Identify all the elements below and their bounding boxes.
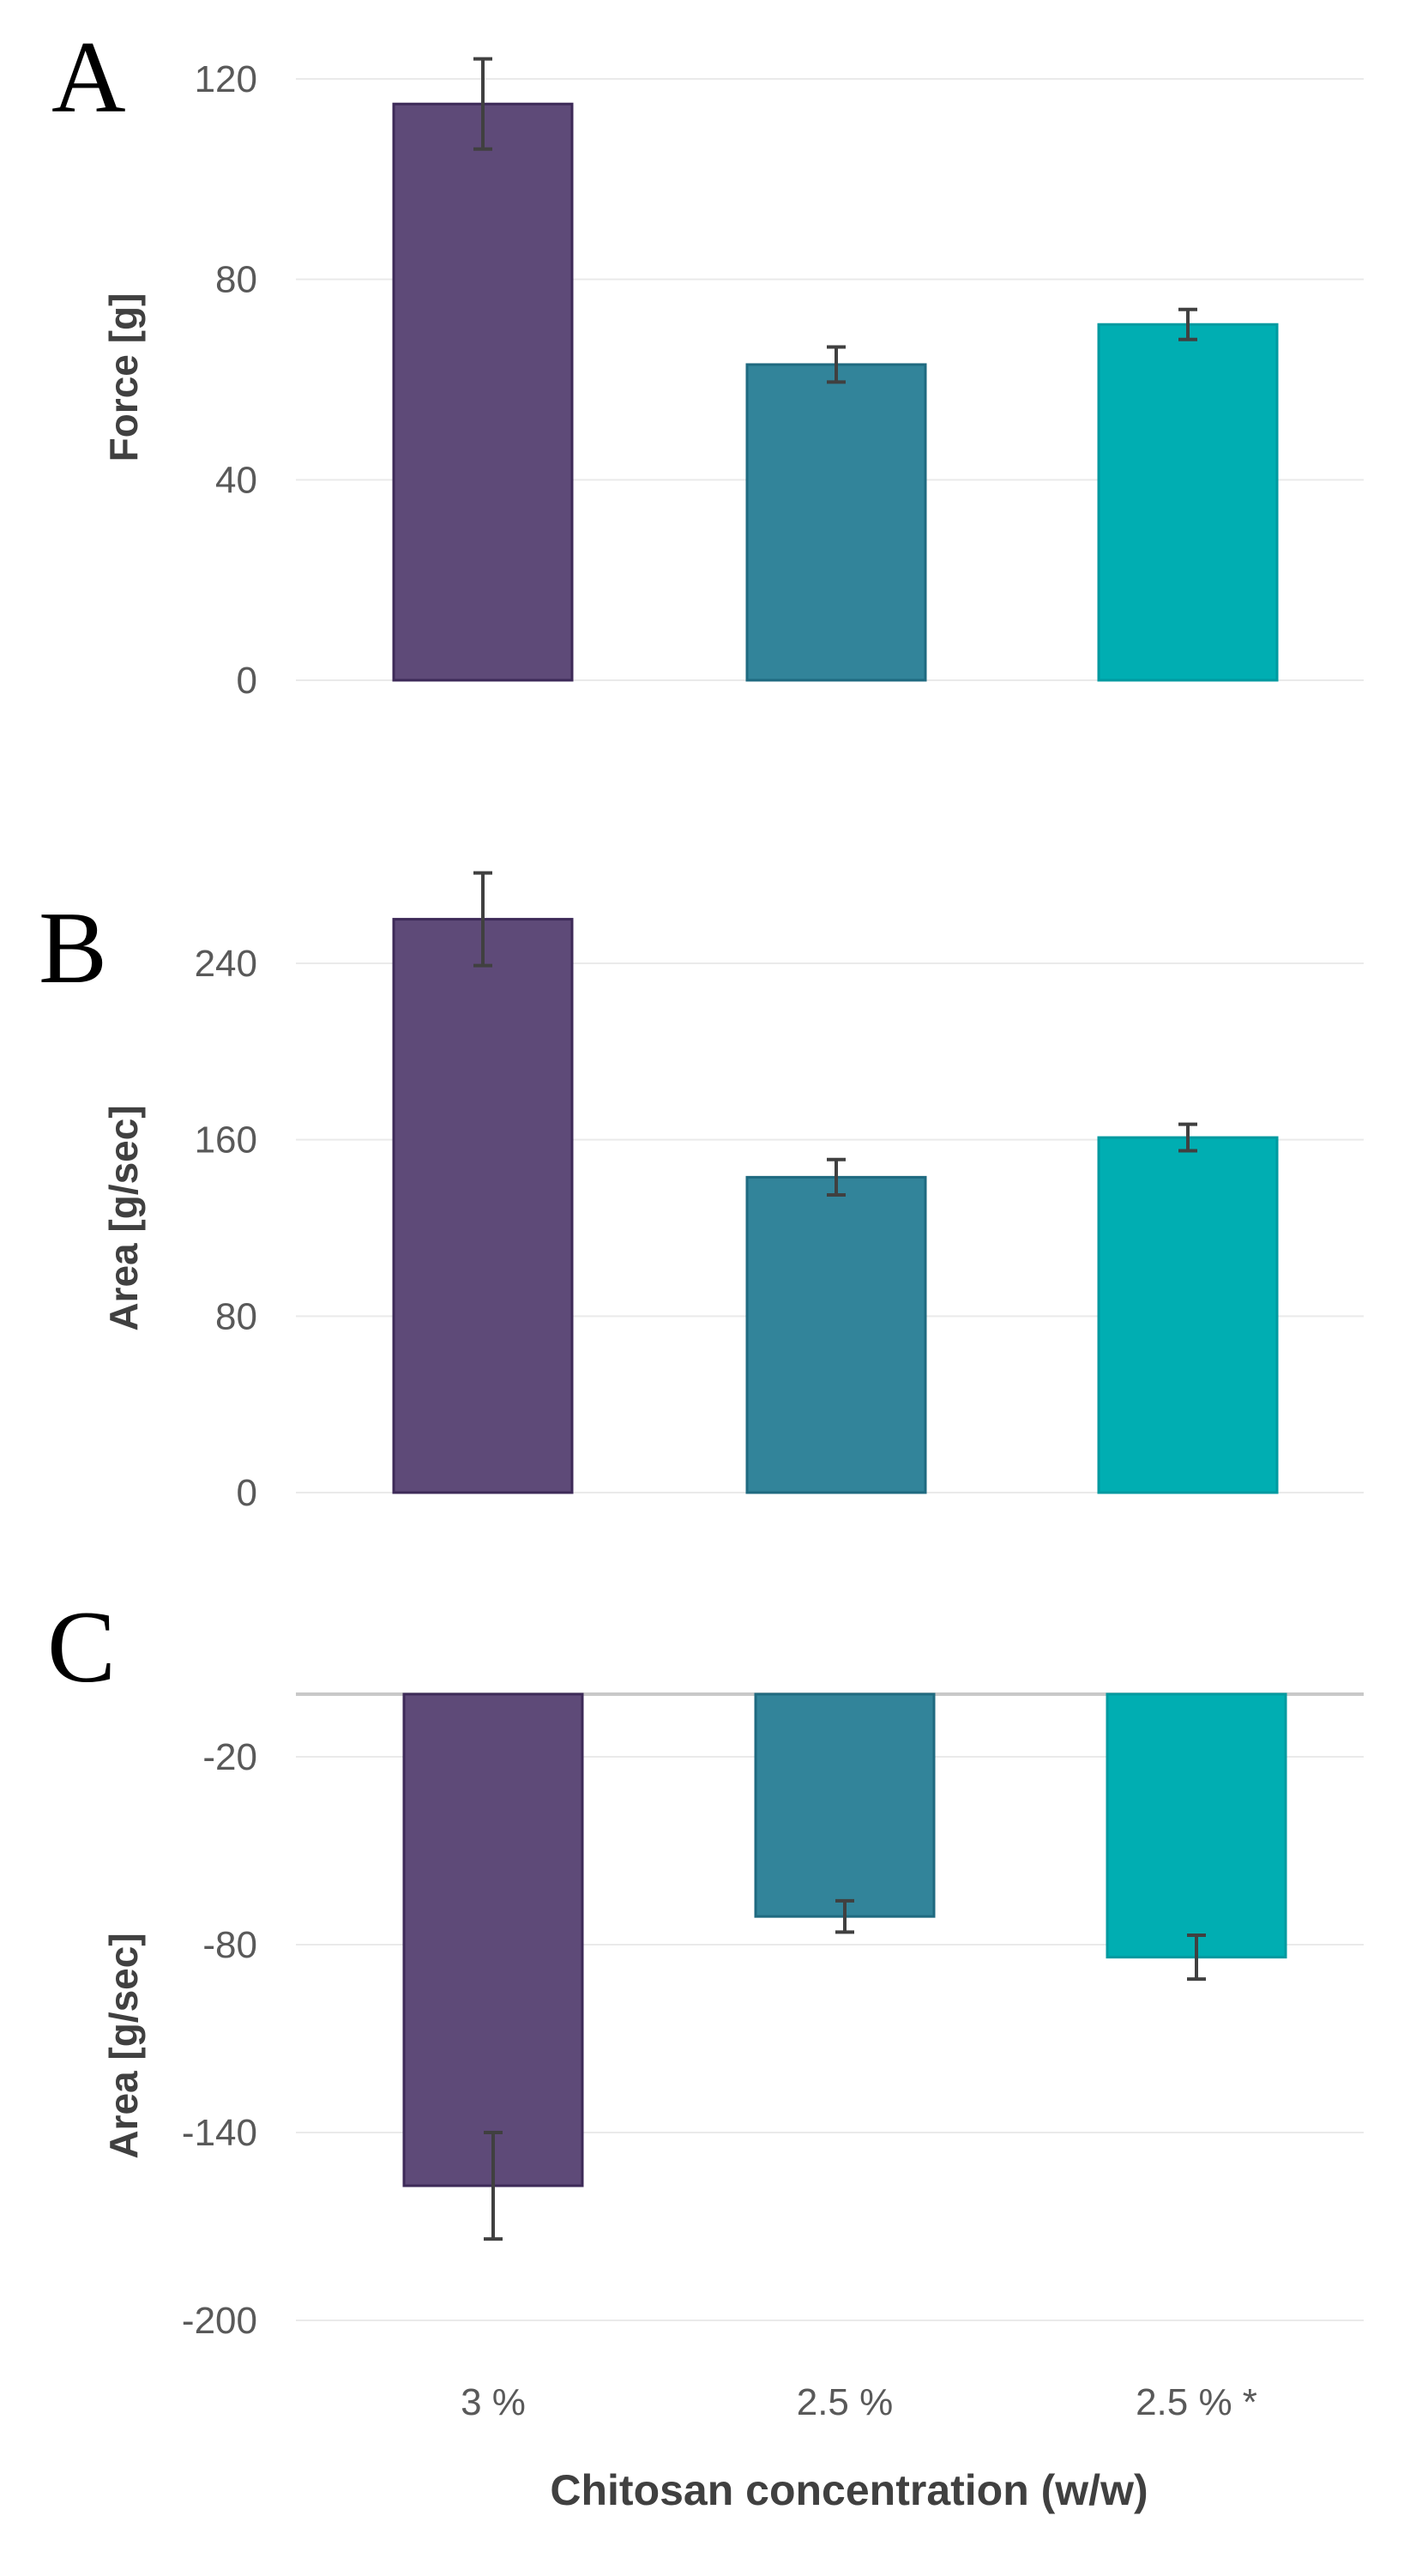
x-tick-label: 2.5 % — [797, 2381, 894, 2423]
panel-c-y-axis-label: Area [g/sec] — [101, 1933, 146, 2158]
panel-b-y-tick-label: 80 — [215, 1295, 257, 1337]
panel-a-error-bar — [1178, 307, 1197, 341]
panel-a-bar — [745, 363, 927, 682]
panel-a-letter: A — [51, 20, 126, 134]
x-tick-label: 3 % — [461, 2381, 526, 2423]
panel-a-error-bar — [473, 57, 492, 151]
panel-a-y-tick-label: 120 — [195, 58, 257, 100]
panel-a: A Force [g] 0 40 80 120 — [51, 20, 1364, 702]
panel-c-y-tick-label: -200 — [182, 2300, 257, 2342]
panel-b-y-axis-label: Area [g/sec] — [101, 1105, 146, 1330]
panel-c-error-bar — [835, 1898, 854, 1934]
panel-c-letter: C — [47, 1590, 116, 1704]
panel-a-bar — [392, 102, 574, 682]
panel-b-y-tick-label: 240 — [195, 943, 257, 985]
panel-a-y-tick-label: 0 — [237, 660, 257, 702]
panel-a-y-tick-label: 80 — [215, 259, 257, 301]
panel-b-bar — [1097, 1136, 1279, 1494]
x-tick-label: 2.5 % * — [1136, 2381, 1257, 2423]
panel-b-error-bar — [1178, 1122, 1197, 1153]
panel-a-y-axis-label: Force [g] — [101, 293, 146, 462]
panel-b-bar — [745, 1175, 927, 1494]
panel-b-y-tick-label: 160 — [195, 1119, 257, 1161]
panel-b-letter: B — [39, 890, 107, 1004]
x-axis-label: Chitosan concentration (w/w) — [550, 2466, 1148, 2514]
panel-c-error-bar — [484, 2131, 503, 2241]
panel-c-bar — [754, 1692, 936, 1918]
panel-b-error-bar — [473, 871, 492, 968]
panel-b-bar — [392, 918, 574, 1494]
panel-c: C Area [g/sec] -20 -80 -140 -200 3 % 2.5 % 2.… — [47, 1590, 1364, 2423]
panel-a-y-tick-label: 40 — [215, 459, 257, 501]
panel-c-y-tick-label: -20 — [202, 1736, 257, 1778]
panel-a-bar — [1097, 323, 1279, 682]
panel-c-y-tick-label: -80 — [202, 1924, 257, 1966]
panel-b: B Area [g/sec] 0 80 160 240 — [39, 871, 1364, 1514]
panel-b-error-bar — [827, 1157, 846, 1197]
panel-c-error-bar — [1187, 1934, 1206, 1982]
panel-c-bar — [1106, 1692, 1287, 1959]
panel-c-y-tick-label: -140 — [182, 2112, 257, 2154]
panel-a-error-bar — [827, 345, 846, 384]
panel-c-bar — [402, 1692, 584, 2187]
panel-b-y-tick-label: 0 — [237, 1472, 257, 1514]
